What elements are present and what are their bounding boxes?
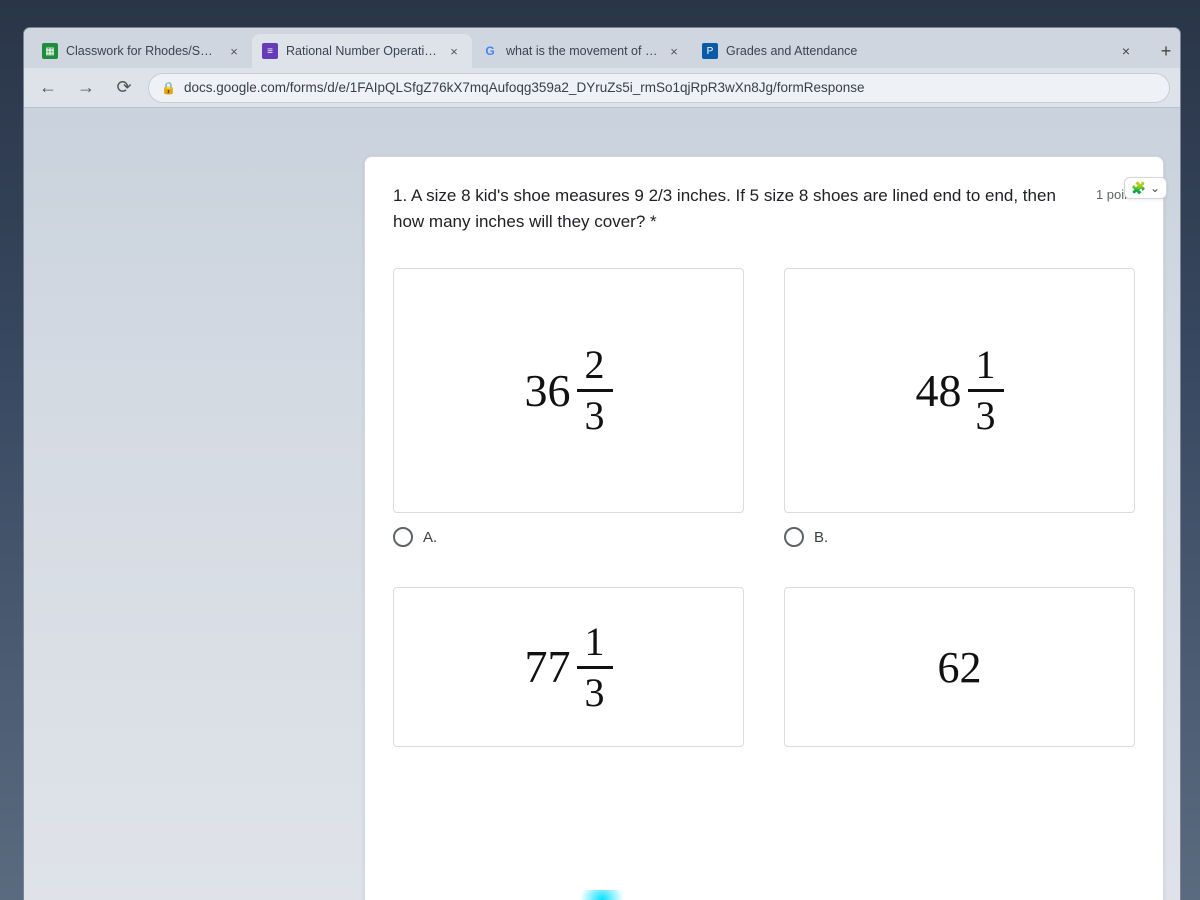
extension-badge[interactable]: 🧩 ⌄ bbox=[1124, 177, 1167, 199]
browser-toolbar: ← → ⟳ 🔒 docs.google.com/forms/d/e/1FAIpQ… bbox=[24, 68, 1180, 108]
tab-grades[interactable]: P Grades and Attendance bbox=[692, 34, 867, 68]
fraction-bar bbox=[968, 389, 1004, 392]
fraction-whole: 77 bbox=[525, 644, 571, 690]
reload-button[interactable]: ⟳ bbox=[110, 74, 138, 102]
fraction-numerator: 2 bbox=[585, 345, 605, 385]
tab-title: Grades and Attendance bbox=[726, 44, 857, 58]
forms-icon: ≡ bbox=[262, 43, 278, 59]
browser-window: ▦ Classwork for Rhodes/Sp21/PA × ≡ Ratio… bbox=[24, 28, 1180, 900]
answer-image-c[interactable]: 77 1 3 bbox=[393, 587, 744, 747]
radio-option-b[interactable]: B. bbox=[784, 527, 1135, 547]
form-question-card: 🧩 ⌄ 1. A size 8 kid's shoe measures 9 2/… bbox=[364, 156, 1164, 900]
fraction-whole: 48 bbox=[916, 368, 962, 414]
chevron-down-icon: ⌄ bbox=[1150, 181, 1160, 195]
close-icon[interactable]: × bbox=[226, 43, 242, 59]
tab-strip: ▦ Classwork for Rhodes/Sp21/PA × ≡ Ratio… bbox=[24, 28, 1180, 68]
back-button[interactable]: ← bbox=[34, 74, 62, 102]
fraction-part: 1 3 bbox=[577, 622, 613, 713]
page-content: 🧩 ⌄ 1. A size 8 kid's shoe measures 9 2/… bbox=[24, 108, 1180, 900]
answer-option-a: 36 2 3 A. bbox=[393, 268, 744, 547]
fraction-whole: 36 bbox=[525, 368, 571, 414]
answer-option-c: 77 1 3 bbox=[393, 587, 744, 747]
fraction-denominator: 3 bbox=[976, 396, 996, 436]
fraction-denominator: 3 bbox=[585, 396, 605, 436]
answer-grid: 36 2 3 A. bbox=[393, 268, 1135, 747]
fraction-display: 77 1 3 bbox=[525, 622, 613, 713]
question-header: 1. A size 8 kid's shoe measures 9 2/3 in… bbox=[393, 183, 1135, 234]
answer-image-b[interactable]: 48 1 3 bbox=[784, 268, 1135, 513]
puzzle-icon: 🧩 bbox=[1131, 181, 1146, 195]
close-icon[interactable]: × bbox=[666, 43, 682, 59]
fraction-denominator: 3 bbox=[585, 673, 605, 713]
lock-icon: 🔒 bbox=[161, 81, 176, 95]
answer-option-d: 62 bbox=[784, 587, 1135, 747]
tab-title: Classwork for Rhodes/Sp21/PA bbox=[66, 44, 218, 58]
fraction-bar bbox=[577, 666, 613, 669]
radio-icon[interactable] bbox=[784, 527, 804, 547]
url-text: docs.google.com/forms/d/e/1FAIpQLSfgZ76k… bbox=[184, 80, 865, 95]
radio-option-a[interactable]: A. bbox=[393, 527, 744, 547]
fraction-numerator: 1 bbox=[585, 622, 605, 662]
fraction-display: 48 1 3 bbox=[916, 345, 1004, 436]
tab-classwork[interactable]: ▦ Classwork for Rhodes/Sp21/PA × bbox=[32, 34, 252, 68]
radio-icon[interactable] bbox=[393, 527, 413, 547]
address-bar[interactable]: 🔒 docs.google.com/forms/d/e/1FAIpQLSfgZ7… bbox=[148, 73, 1170, 103]
fraction-part: 1 3 bbox=[968, 345, 1004, 436]
tab-google-search[interactable]: G what is the movement of food fr × bbox=[472, 34, 692, 68]
forward-button[interactable]: → bbox=[72, 74, 100, 102]
fraction-bar bbox=[577, 389, 613, 392]
fraction-numerator: 1 bbox=[976, 345, 996, 385]
answer-image-d[interactable]: 62 bbox=[784, 587, 1135, 747]
answer-image-a[interactable]: 36 2 3 bbox=[393, 268, 744, 513]
tab-title: what is the movement of food fr bbox=[506, 44, 658, 58]
classroom-icon: ▦ bbox=[42, 43, 58, 59]
google-icon: G bbox=[482, 43, 498, 59]
answer-letter: B. bbox=[814, 529, 828, 546]
tab-forms-active[interactable]: ≡ Rational Number Operations (7t × bbox=[252, 34, 472, 68]
answer-letter: A. bbox=[423, 529, 437, 546]
tab-title: Rational Number Operations (7t bbox=[286, 44, 438, 58]
question-number: 1. bbox=[393, 186, 407, 205]
plain-number: 62 bbox=[938, 642, 982, 693]
taskbar-hint bbox=[572, 890, 632, 900]
window-close-icon[interactable]: × bbox=[1112, 37, 1140, 65]
answer-option-b: 48 1 3 B. bbox=[784, 268, 1135, 547]
fraction-part: 2 3 bbox=[577, 345, 613, 436]
close-icon[interactable]: × bbox=[446, 43, 462, 59]
fraction-display: 36 2 3 bbox=[525, 345, 613, 436]
new-tab-button[interactable]: + bbox=[1152, 37, 1180, 65]
powerschool-icon: P bbox=[702, 43, 718, 59]
question-text: 1. A size 8 kid's shoe measures 9 2/3 in… bbox=[393, 183, 1080, 234]
question-body: A size 8 kid's shoe measures 9 2/3 inche… bbox=[393, 186, 1056, 231]
